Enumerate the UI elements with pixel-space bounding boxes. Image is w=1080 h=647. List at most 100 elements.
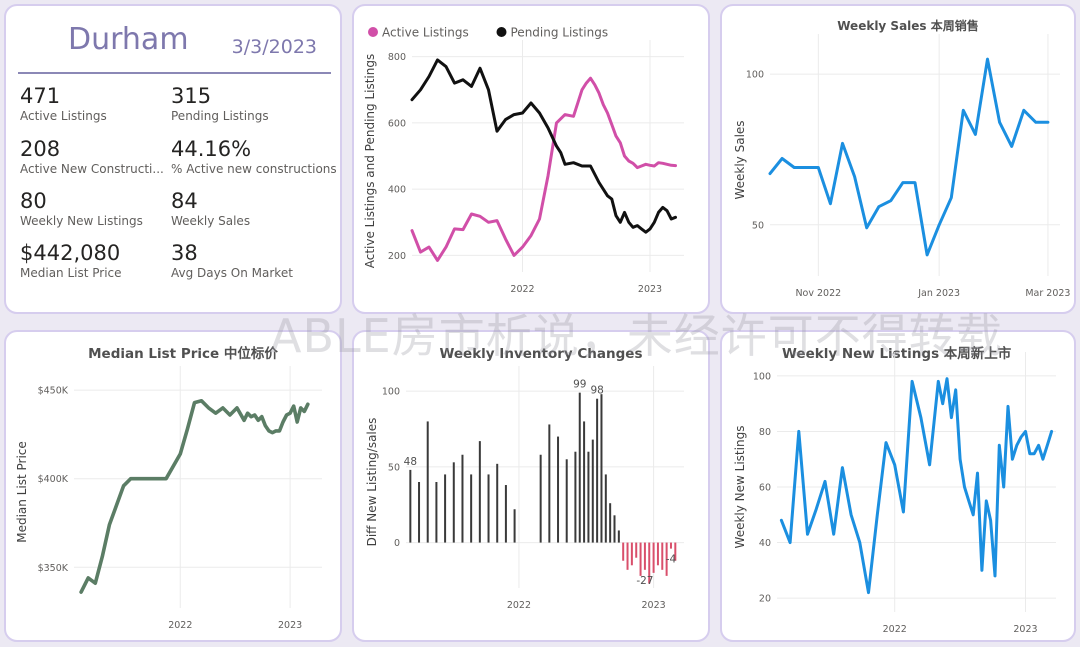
bar: [626, 542, 629, 570]
bar: [565, 459, 568, 543]
x-tick-label: Mar 2023: [1025, 288, 1070, 299]
bar: [557, 436, 560, 543]
kpi-value: 208: [20, 137, 61, 161]
y-tick-label: 20: [759, 594, 771, 605]
y-axis-label: Diff New Listing/sales: [365, 418, 379, 547]
legend-marker: [368, 27, 378, 37]
bar: [639, 542, 642, 576]
y-tick-label: 80: [759, 427, 771, 438]
new-listings-chart-card: Weekly New Listings 本周新上市 20 40 60 80 100 2022…: [720, 330, 1076, 642]
legend-label: Pending Listings: [511, 26, 609, 40]
series-line: [79, 399, 310, 594]
weekly-sales-chart-card: Weekly Sales 本周销售 50 100 Nov 2022 Jan 2023 Ma…: [720, 4, 1076, 314]
x-tick-label: 2023: [642, 600, 666, 611]
y-tick-label: 800: [388, 52, 406, 63]
bar: [418, 482, 421, 543]
bar: [452, 462, 455, 543]
y-tick-label: 50: [388, 462, 400, 473]
series-line: [410, 76, 677, 262]
y-tick-label: 100: [753, 371, 771, 382]
kpi-active-listings: 471 Active Listings: [20, 84, 107, 124]
kpi-value: 44.16%: [171, 137, 252, 161]
series-line: [779, 377, 1054, 595]
bar: [478, 441, 481, 543]
kpi-active-new-construction: 208 Active New Constructi...: [20, 137, 164, 177]
kpi-label: Median List Price: [20, 266, 122, 280]
y-tick-label: $450K: [38, 386, 69, 397]
kpi-label: Active New Constructi...: [20, 162, 164, 176]
kpi-label: Pending Listings: [171, 109, 269, 123]
x-tick-label: 2023: [638, 284, 662, 295]
bar: [470, 474, 473, 543]
bar: [648, 542, 651, 584]
series-line: [768, 57, 1050, 257]
kpi-value: 80: [20, 189, 47, 213]
kpi-value: $442,080: [20, 241, 121, 265]
kpi-weekly-sales: 84 Weekly Sales: [171, 189, 250, 229]
bar: [652, 542, 655, 573]
bar: [656, 542, 659, 566]
x-tick-label: 2022: [883, 624, 907, 635]
median-price-chart-card: Median List Price 中位标价 $350K $400K $450K 202…: [4, 330, 342, 642]
bar: [587, 451, 590, 543]
city-title: Durham: [68, 22, 189, 57]
bar: [661, 542, 664, 570]
bar: [669, 542, 672, 549]
bar: [426, 421, 429, 543]
kpi-value: 471: [20, 84, 61, 108]
chart-title: Weekly Sales 本周销售: [837, 18, 979, 33]
chart-title: Median List Price 中位标价: [88, 345, 278, 362]
bar: [600, 394, 603, 543]
bar: [643, 542, 646, 570]
bar: [617, 530, 620, 543]
inventory-changes-chart-card: Weekly Inventory Changes 0 50 100 2022 2023 Di…: [352, 330, 710, 642]
weekly-sales-chart: Weekly Sales 本周销售 50 100 Nov 2022 Jan 2023 Ma…: [733, 18, 1070, 299]
y-axis-label: Active Listings and Pending Listings: [363, 54, 377, 269]
y-tick-label: 60: [759, 483, 771, 494]
y-tick-label: 200: [388, 251, 406, 262]
report-date: 3/3/2023: [231, 36, 317, 58]
bar: [578, 392, 581, 543]
data-label: -4: [666, 554, 677, 566]
x-tick-label: Nov 2022: [795, 288, 841, 299]
kpi-value: 315: [171, 84, 212, 108]
kpi-value: 84: [171, 189, 198, 213]
y-tick-label: $400K: [38, 474, 69, 485]
y-tick-label: 100: [746, 70, 764, 81]
y-axis-label: Median List Price: [15, 441, 29, 543]
kpi-label: Avg Days On Market: [171, 266, 293, 280]
y-tick-label: $350K: [38, 563, 69, 574]
x-tick-label: Jan 2023: [917, 288, 960, 299]
bar: [409, 469, 412, 543]
kpi-median-list-price: $442,080 Median List Price: [20, 241, 122, 281]
bar: [496, 463, 499, 543]
data-label: 98: [590, 385, 603, 397]
series-line: [410, 58, 677, 234]
x-tick-label: 2023: [278, 620, 302, 631]
y-axis-label: Weekly Sales: [733, 120, 747, 199]
bar: [665, 542, 668, 576]
inventory-changes-chart: Weekly Inventory Changes 0 50 100 2022 2023 Di…: [365, 346, 684, 611]
bar: [539, 454, 542, 543]
y-tick-label: 400: [388, 185, 406, 196]
bar: [609, 503, 612, 543]
kpi-label: Active Listings: [20, 109, 107, 123]
y-tick-label: 0: [394, 538, 400, 549]
bar: [674, 542, 677, 561]
kpi-header: Durham 3/3/2023: [18, 20, 331, 74]
kpi-label: % Active new constructions: [171, 162, 337, 176]
bar: [635, 542, 638, 558]
chart-title: Weekly New Listings 本周新上市: [782, 345, 1012, 362]
data-label: 99: [573, 379, 586, 391]
new-listings-chart: Weekly New Listings 本周新上市 20 40 60 80 100 2022…: [733, 345, 1056, 635]
bar: [630, 542, 633, 566]
kpi-label: Weekly Sales: [171, 214, 251, 228]
x-tick-label: 2022: [507, 600, 531, 611]
bar: [513, 509, 516, 543]
bar: [548, 424, 551, 543]
bar: [613, 515, 616, 543]
x-tick-label: 2022: [168, 620, 192, 631]
y-axis-label: Weekly New Listings: [733, 426, 747, 549]
bar: [435, 482, 438, 543]
legend-label: Active Listings: [382, 26, 469, 40]
